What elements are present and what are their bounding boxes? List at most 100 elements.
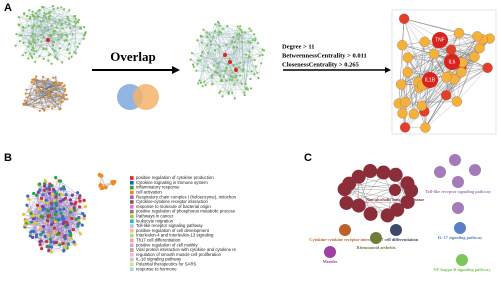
node xyxy=(251,38,254,41)
node xyxy=(51,41,55,44)
node xyxy=(210,83,214,86)
node xyxy=(70,193,75,197)
node xyxy=(225,44,228,47)
node xyxy=(250,87,253,90)
node xyxy=(46,38,50,42)
node xyxy=(200,41,204,44)
node xyxy=(49,207,54,211)
node xyxy=(441,72,452,83)
edge xyxy=(202,51,252,89)
node xyxy=(241,31,244,34)
node xyxy=(69,207,73,211)
edge xyxy=(44,180,59,187)
edge xyxy=(241,28,250,84)
node xyxy=(18,40,21,43)
node xyxy=(32,191,36,196)
edge xyxy=(51,249,64,253)
node xyxy=(57,103,60,106)
node xyxy=(29,97,32,100)
edge xyxy=(226,68,244,81)
node xyxy=(42,57,45,60)
edge xyxy=(219,25,243,33)
node xyxy=(52,30,55,33)
edge xyxy=(31,36,44,59)
node xyxy=(239,25,242,28)
node xyxy=(83,26,86,29)
edge xyxy=(29,18,35,43)
legend-label: response to hormone xyxy=(136,266,177,271)
node xyxy=(34,221,38,225)
node xyxy=(398,13,410,24)
node xyxy=(65,223,70,227)
node xyxy=(18,34,21,37)
edge xyxy=(46,9,65,50)
edge xyxy=(200,55,232,77)
node xyxy=(74,201,78,205)
node xyxy=(63,98,66,101)
node xyxy=(243,91,246,94)
node xyxy=(28,234,32,238)
legend-swatch xyxy=(130,219,134,223)
node xyxy=(35,92,38,95)
edge xyxy=(31,27,81,50)
edge xyxy=(28,36,32,59)
node xyxy=(243,93,246,97)
node xyxy=(26,96,29,99)
edge xyxy=(35,80,47,94)
node xyxy=(59,187,63,191)
node xyxy=(25,88,28,91)
node xyxy=(78,42,81,45)
edge xyxy=(210,44,221,77)
node xyxy=(237,32,240,35)
node xyxy=(219,90,222,93)
node xyxy=(30,35,33,38)
edge xyxy=(23,214,55,229)
node xyxy=(42,224,46,229)
legend-swatch xyxy=(130,233,134,238)
node xyxy=(54,195,58,199)
node xyxy=(190,52,194,55)
node xyxy=(237,66,240,69)
node xyxy=(29,15,32,19)
edge xyxy=(407,72,426,128)
legend-label: Th17 cell differentiation xyxy=(136,238,181,243)
edge xyxy=(207,40,256,46)
node xyxy=(249,77,252,81)
node xyxy=(34,79,38,83)
edge xyxy=(51,233,71,243)
node xyxy=(51,107,54,110)
criterion: BetweennessCentrality > 0.011 xyxy=(282,52,367,59)
edge xyxy=(217,21,221,77)
node xyxy=(257,76,260,80)
node xyxy=(42,188,47,192)
edge xyxy=(36,79,49,94)
node xyxy=(46,95,50,98)
node xyxy=(33,105,36,108)
legend-swatch xyxy=(130,253,134,257)
node xyxy=(428,48,440,60)
edge xyxy=(50,219,77,240)
node xyxy=(34,11,37,15)
edge xyxy=(32,9,54,16)
edge xyxy=(47,78,56,107)
node xyxy=(28,94,31,97)
node xyxy=(474,42,485,54)
edge xyxy=(192,35,241,65)
node xyxy=(224,69,227,73)
node xyxy=(46,29,50,32)
node xyxy=(226,63,229,66)
node xyxy=(30,48,33,51)
node xyxy=(256,42,260,45)
node xyxy=(31,217,35,221)
node xyxy=(74,22,78,25)
node xyxy=(54,76,57,79)
edge xyxy=(30,16,61,49)
legend-swatch xyxy=(130,214,134,219)
node xyxy=(66,242,70,246)
pathway-label: Th17 cell differentiation xyxy=(374,237,419,242)
node xyxy=(218,75,222,78)
node xyxy=(46,233,50,237)
node xyxy=(58,179,62,183)
node xyxy=(49,250,53,254)
node xyxy=(50,24,53,27)
